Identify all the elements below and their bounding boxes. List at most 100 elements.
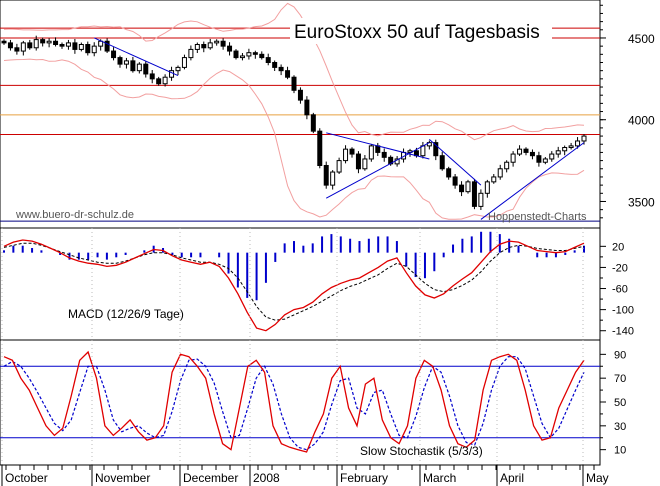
- month-label: May: [586, 471, 609, 485]
- candle-body: [156, 78, 162, 85]
- candle-body: [7, 42, 13, 49]
- macd-panel: 20 -20 -60 -100 -140: [3, 231, 634, 338]
- title-background: [290, 18, 552, 44]
- candle-body: [381, 151, 387, 158]
- chart-title: EuroStoxx 50 auf Tagesbasis: [294, 22, 540, 43]
- candle-body: [459, 184, 465, 193]
- candle-body: [330, 171, 336, 186]
- trendline-upper: [326, 132, 430, 160]
- candle-body: [368, 145, 374, 160]
- trendline-nov: [94, 37, 179, 77]
- trendline-up: [480, 142, 585, 220]
- candle-body: [181, 57, 187, 68]
- macd-signal-line: [3, 242, 585, 321]
- month-label: December: [183, 471, 238, 485]
- candle-body: [265, 57, 271, 63]
- candle-body: [20, 42, 26, 52]
- candle-body: [252, 52, 258, 55]
- candle-body: [27, 42, 33, 49]
- month-label: February: [340, 471, 388, 485]
- candle-body: [65, 42, 71, 47]
- macd-tick-label: 20: [612, 241, 624, 253]
- candle-body: [111, 50, 117, 59]
- candle-body: [562, 147, 568, 152]
- candle-body: [355, 153, 361, 170]
- candle-body: [343, 148, 349, 162]
- stoch-tick-label: 90: [614, 349, 626, 361]
- trendline-down: [429, 138, 482, 186]
- candle-body: [278, 66, 284, 72]
- candle-body: [149, 73, 155, 80]
- month-label: 2008: [253, 471, 280, 485]
- candle-body: [523, 148, 529, 153]
- stoch-label: Slow Stochastik (5/3/3): [360, 444, 483, 458]
- stoch-k-line: [3, 350, 585, 453]
- candle-body: [227, 45, 233, 52]
- stoch-d-line: [3, 356, 585, 451]
- macd-line: [3, 239, 585, 332]
- macd-tick-label: -60: [612, 284, 628, 296]
- candle-body: [14, 47, 20, 52]
- candle-body: [78, 44, 84, 50]
- macd-tick-label: -20: [612, 262, 628, 274]
- candle-body: [452, 176, 458, 186]
- candle-body: [246, 52, 252, 57]
- trendline-lower: [325, 142, 430, 199]
- candle-body: [194, 44, 200, 50]
- candle-body: [497, 168, 503, 178]
- candle-body: [201, 44, 207, 49]
- stoch-tick-label: 70: [614, 373, 626, 385]
- stoch-tick-label: 30: [614, 421, 626, 433]
- candle-body: [317, 130, 323, 167]
- candle-body: [59, 44, 65, 47]
- candle-body: [72, 42, 78, 50]
- candle-body: [517, 148, 523, 155]
- candle-body: [85, 44, 91, 54]
- candle-body: [478, 192, 484, 207]
- candle-body: [272, 61, 278, 68]
- candle-body: [484, 181, 490, 194]
- candle-body: [349, 148, 355, 155]
- candle-body: [130, 60, 136, 72]
- candle-body: [568, 145, 574, 149]
- candle-body: [104, 40, 110, 52]
- price-tick-label: 4500: [628, 32, 655, 46]
- price-tick-label: 3500: [628, 195, 655, 209]
- band-upper: [3, 2, 585, 141]
- candle-body: [214, 40, 220, 44]
- macd-tick-label: -140: [612, 326, 634, 338]
- month-label: March: [423, 471, 456, 485]
- macd-tick-label: -100: [612, 305, 634, 317]
- candle-body: [375, 145, 381, 153]
- candle-body: [439, 155, 445, 170]
- candle-body: [555, 150, 561, 155]
- candle-body: [336, 160, 342, 173]
- month-label: October: [5, 471, 48, 485]
- candle-body: [53, 40, 59, 46]
- candle-body: [510, 153, 516, 163]
- stoch-tick-label: 10: [614, 445, 626, 457]
- candle-body: [33, 39, 39, 49]
- month-label: November: [95, 471, 150, 485]
- candle-body: [1, 40, 7, 44]
- watermark-left: www.buero-dr-schulz.de: [15, 209, 134, 221]
- candle-body: [310, 114, 316, 132]
- candle-body: [542, 158, 548, 163]
- candle-body: [529, 151, 535, 157]
- candle-body: [291, 76, 297, 91]
- candle-body: [143, 63, 149, 75]
- candle-body: [259, 53, 265, 59]
- macd-label: MACD (12/26/9 Tage): [68, 307, 184, 321]
- candle-body: [233, 50, 239, 59]
- candle-body: [581, 135, 587, 142]
- stoch-tick-label: 50: [614, 397, 626, 409]
- band-lower: [3, 58, 585, 220]
- candle-body: [175, 66, 181, 72]
- candle-body: [123, 60, 129, 65]
- candle-body: [471, 181, 477, 207]
- candle-body: [285, 70, 291, 78]
- month-label: April: [500, 471, 524, 485]
- candle-body: [549, 153, 555, 160]
- watermark-right: Hoppenstedt-Charts: [488, 211, 587, 223]
